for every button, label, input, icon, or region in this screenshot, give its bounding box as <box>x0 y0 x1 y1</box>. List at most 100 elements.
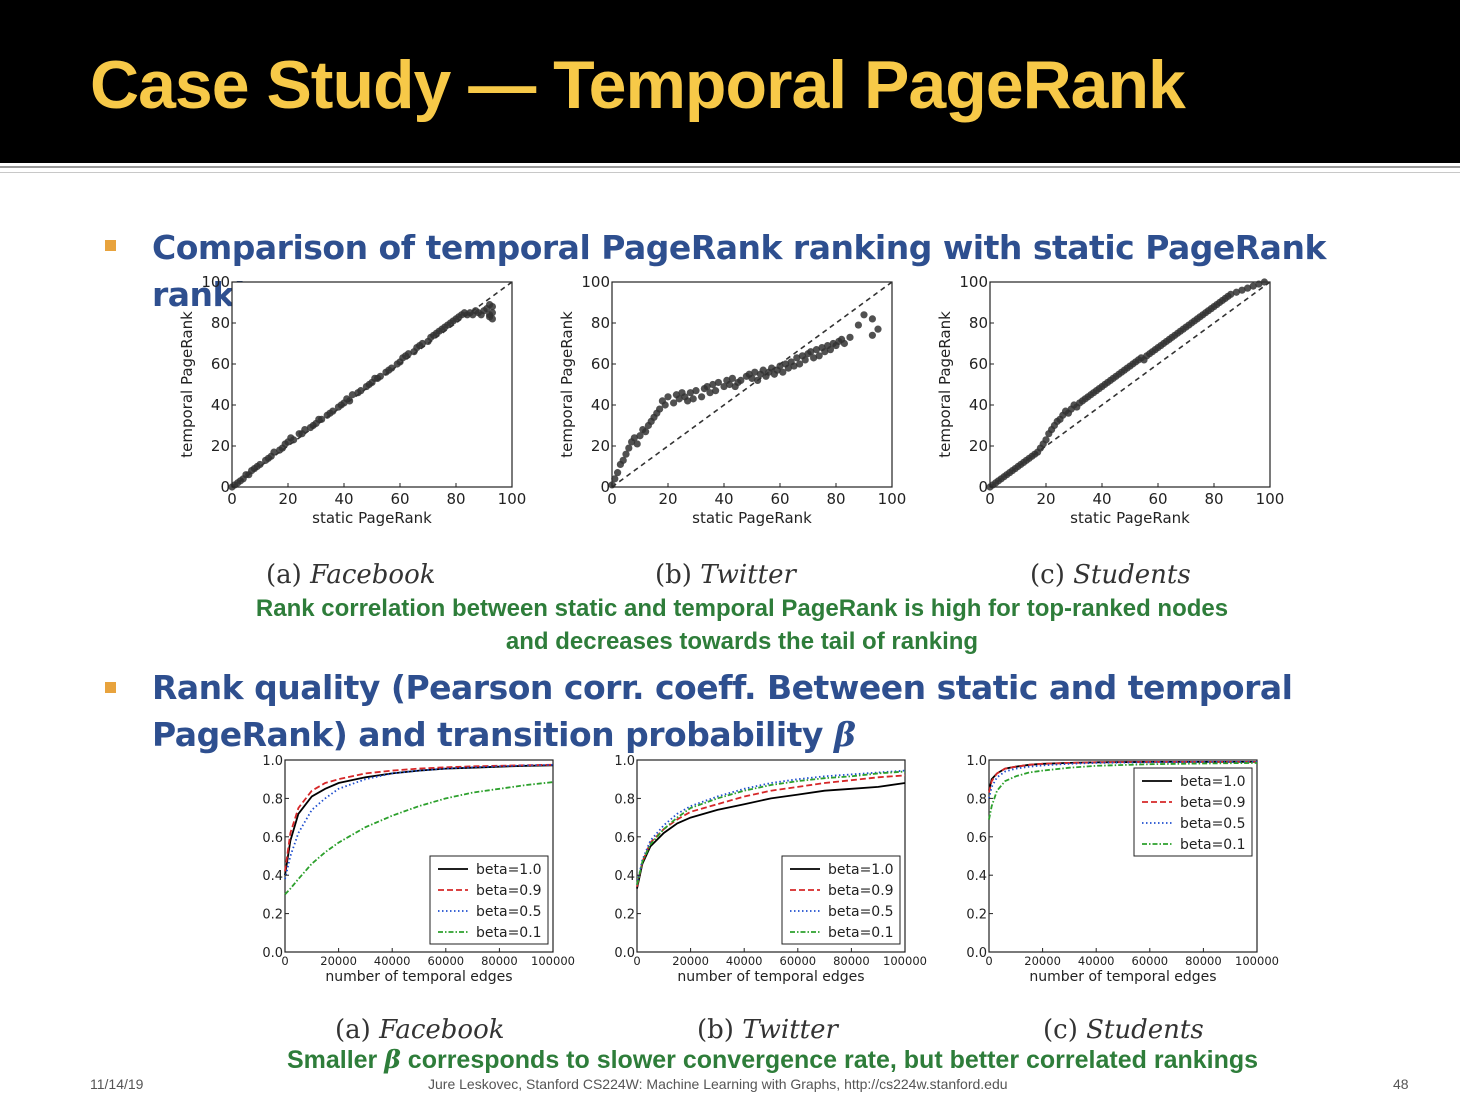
legend-label: beta=1.0 <box>476 862 542 878</box>
data-point <box>751 368 759 376</box>
beta-symbol: β <box>833 715 856 754</box>
y-tick-label: 0 <box>978 478 988 496</box>
data-point <box>625 444 633 452</box>
chart-scatter-facebook: 0 20 40 60 80 100 0 20 40 60 80 100 static PageRank t… <box>178 273 526 527</box>
data-point <box>642 428 650 436</box>
legend: beta=1.0 beta=0.9 beta=0.5 beta=0.1 <box>1133 767 1253 857</box>
legend-label: beta=0.5 <box>476 904 542 920</box>
chart-line-facebook: 0 20000 40000 60000 80000 100000 0.0 0.2 0.4 0.6 0… <box>262 754 575 985</box>
x-axis-label: static PageRank <box>692 509 812 527</box>
x-tick-label: 20000 <box>320 954 357 968</box>
data-point <box>614 469 622 477</box>
legend-label: beta=0.9 <box>476 883 542 899</box>
x-tick-label: 80 <box>446 490 465 508</box>
y-tick-label: 1.0 <box>614 754 635 769</box>
bullet-2-text-line2: PageRank) and transition probability β <box>152 715 856 754</box>
y-tick-label: 0.6 <box>966 831 987 846</box>
x-tick-label: 40 <box>714 490 733 508</box>
data-point <box>1260 278 1268 286</box>
legend-box <box>429 855 549 945</box>
y-tick-label: 0.8 <box>614 792 635 807</box>
legend-label: beta=1.0 <box>1180 774 1246 790</box>
slide-title: Case Study — Temporal PageRank <box>90 47 1186 123</box>
legend-box <box>781 855 901 945</box>
x-tick-label: 80000 <box>833 954 870 968</box>
data-point <box>854 321 862 329</box>
data-point <box>348 391 356 399</box>
y-tick-label: 60 <box>969 355 988 373</box>
y-tick-label: 1.0 <box>966 754 987 769</box>
y-tick-label: 80 <box>211 314 230 332</box>
y-axis-label: temporal PageRank <box>558 311 576 458</box>
data-point <box>692 387 700 395</box>
data-point <box>720 382 728 391</box>
caption-facebook-2: (a) Facebook <box>335 1015 505 1045</box>
y-tick-label: 20 <box>591 437 610 455</box>
data-point <box>714 378 722 387</box>
caption-facebook-1: (a) Facebook <box>266 560 436 590</box>
data-point <box>793 354 801 362</box>
x-tick-label: 0 <box>633 954 640 968</box>
caption-students-1: (c) Students <box>1030 560 1191 590</box>
data-point <box>868 331 876 339</box>
title-divider-thin <box>0 172 1460 173</box>
data-point <box>256 460 264 469</box>
caption-twitter-2: (b) Twitter <box>697 1015 838 1045</box>
x-tick-label: 100000 <box>883 954 927 968</box>
data-point <box>346 397 354 405</box>
x-tick-label: 20 <box>1036 490 1055 508</box>
y-tick-label: 0 <box>600 478 610 496</box>
x-tick-label: 20 <box>278 490 297 508</box>
data-point <box>1255 280 1263 288</box>
x-tick-label: 100 <box>1256 490 1285 508</box>
data-point <box>815 352 823 360</box>
data-point <box>630 434 638 442</box>
data-point <box>846 333 854 341</box>
y-axis-label: temporal PageRank <box>178 311 196 458</box>
x-tick-label: 60000 <box>428 954 465 968</box>
y-tick-label: 80 <box>591 314 610 332</box>
y-tick-label: 20 <box>969 437 988 455</box>
y-tick-label: 1.0 <box>262 754 283 769</box>
series-line-beta=0.1 <box>988 762 1258 820</box>
data-point <box>860 311 868 319</box>
data-point <box>376 372 384 380</box>
x-tick-label: 80000 <box>481 954 518 968</box>
data-point <box>318 415 326 423</box>
data-point <box>684 397 692 405</box>
bullet-marker <box>105 682 116 693</box>
data-point <box>826 346 834 354</box>
data-point <box>703 382 711 391</box>
footer-credit: Jure Leskovec, Stanford CS224W: Machine … <box>428 1076 1008 1092</box>
x-tick-label: 60000 <box>780 954 817 968</box>
x-tick-label: 100000 <box>531 954 575 968</box>
x-tick-label: 20000 <box>672 954 709 968</box>
y-tick-label: 0.6 <box>262 831 283 846</box>
x-tick-label: 100 <box>878 490 907 508</box>
finding-note-1: Rank correlation between static and temp… <box>255 595 1229 655</box>
data-point <box>776 362 784 370</box>
data-point <box>728 374 736 382</box>
legend-label: beta=0.1 <box>1180 837 1246 853</box>
data-point <box>768 364 776 372</box>
y-tick-label: 0.4 <box>262 869 283 884</box>
data-point <box>622 450 630 458</box>
data-point <box>754 376 762 384</box>
y-tick-label: 60 <box>211 355 230 373</box>
footer-date: 11/14/19 <box>90 1076 144 1092</box>
legend-label: beta=1.0 <box>828 862 894 878</box>
x-tick-label: 80 <box>826 490 845 508</box>
data-point <box>712 387 720 395</box>
series-line-beta=0.5 <box>988 761 1257 799</box>
y-tick-label: 0.8 <box>262 792 283 807</box>
x-tick-label: 40000 <box>374 954 411 968</box>
x-tick-label: 80 <box>1204 490 1223 508</box>
data-point <box>404 350 412 358</box>
data-point <box>1232 288 1240 296</box>
y-tick-label: 100 <box>959 273 988 291</box>
x-tick-label: 0 <box>227 490 237 508</box>
series-line-beta=0.9 <box>636 774 906 887</box>
y-tick-label: 0.2 <box>262 908 283 923</box>
series-line-beta=0.1 <box>284 781 554 896</box>
data-point <box>656 405 664 413</box>
